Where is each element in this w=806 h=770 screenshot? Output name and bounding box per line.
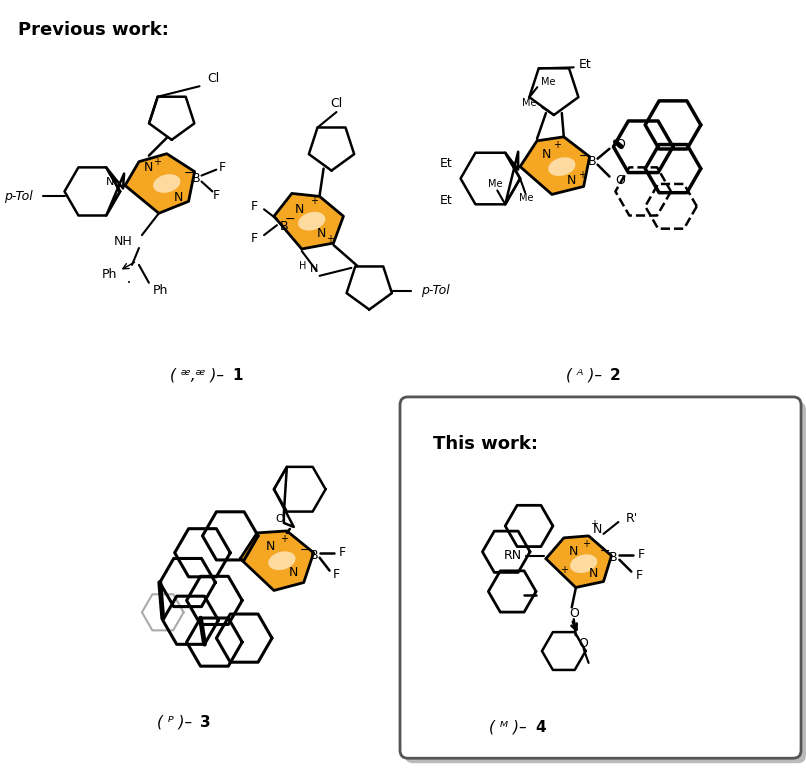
Text: F: F xyxy=(251,232,258,245)
Text: −: − xyxy=(183,167,193,180)
Text: N: N xyxy=(569,545,579,558)
Text: F: F xyxy=(635,569,642,582)
Polygon shape xyxy=(460,152,520,204)
Text: B: B xyxy=(280,219,289,233)
Text: This work:: This work: xyxy=(433,434,538,453)
Text: Cl: Cl xyxy=(207,72,220,85)
Text: ( ᴹ )–: ( ᴹ )– xyxy=(489,720,527,735)
Ellipse shape xyxy=(570,554,597,573)
Text: +: + xyxy=(326,234,334,244)
Text: +: + xyxy=(310,196,318,206)
Polygon shape xyxy=(546,536,612,588)
Text: 1: 1 xyxy=(232,367,243,383)
Text: −: − xyxy=(285,213,295,226)
Text: Ph: Ph xyxy=(153,284,168,297)
Polygon shape xyxy=(64,167,120,216)
Text: +: + xyxy=(589,519,597,529)
Text: F: F xyxy=(339,546,346,559)
Text: +: + xyxy=(582,539,590,549)
Text: F: F xyxy=(218,161,226,174)
Text: F: F xyxy=(638,548,646,561)
Text: N: N xyxy=(567,174,576,187)
Text: O: O xyxy=(616,174,625,187)
Ellipse shape xyxy=(548,157,575,176)
Ellipse shape xyxy=(268,551,296,570)
Text: B: B xyxy=(192,172,201,185)
Text: Previous work:: Previous work: xyxy=(18,21,168,38)
Polygon shape xyxy=(274,193,343,249)
Ellipse shape xyxy=(298,212,326,230)
Text: −: − xyxy=(300,544,310,557)
Text: O: O xyxy=(275,514,284,524)
Text: Me: Me xyxy=(519,193,534,203)
Text: p-Tol: p-Tol xyxy=(421,284,450,297)
Text: N: N xyxy=(289,566,298,579)
Text: N: N xyxy=(589,567,598,580)
Text: +: + xyxy=(153,156,161,166)
Text: NH: NH xyxy=(114,235,132,248)
Text: N: N xyxy=(106,176,114,186)
Text: −: − xyxy=(599,545,610,558)
Ellipse shape xyxy=(153,174,181,192)
Text: F: F xyxy=(333,568,339,581)
Text: +: + xyxy=(560,564,567,574)
Polygon shape xyxy=(240,531,314,591)
Text: −: − xyxy=(579,150,589,163)
Text: Me: Me xyxy=(488,179,503,189)
Text: R': R' xyxy=(625,511,638,524)
Text: Et: Et xyxy=(440,157,453,170)
Text: ( ᴾ )–: ( ᴾ )– xyxy=(157,715,193,730)
FancyBboxPatch shape xyxy=(400,397,801,758)
Text: O: O xyxy=(579,637,588,650)
Text: Et: Et xyxy=(440,194,453,207)
Text: B: B xyxy=(588,156,596,168)
Text: +: + xyxy=(280,534,288,544)
Text: 3: 3 xyxy=(201,715,211,730)
Text: Me: Me xyxy=(542,77,556,87)
Text: N: N xyxy=(310,264,318,274)
Text: B: B xyxy=(609,551,617,564)
Text: N: N xyxy=(295,203,305,216)
Text: F: F xyxy=(213,189,220,202)
Text: +: + xyxy=(578,169,586,179)
Text: N: N xyxy=(317,226,326,239)
Text: H: H xyxy=(299,261,307,271)
Text: F: F xyxy=(251,200,258,213)
Polygon shape xyxy=(125,154,194,213)
Text: Me: Me xyxy=(521,98,536,108)
Text: p-Tol: p-Tol xyxy=(4,190,33,203)
Text: O: O xyxy=(569,607,579,620)
FancyBboxPatch shape xyxy=(405,402,806,763)
Text: Et: Et xyxy=(579,58,592,71)
Text: 4: 4 xyxy=(535,720,546,735)
Text: N: N xyxy=(174,191,183,204)
Text: ( ᴬ )–: ( ᴬ )– xyxy=(566,367,601,383)
Text: N: N xyxy=(265,541,275,554)
Text: B: B xyxy=(310,549,318,562)
Text: N: N xyxy=(593,524,602,537)
Text: N: N xyxy=(144,161,154,174)
Text: •: • xyxy=(127,280,131,286)
Polygon shape xyxy=(520,137,590,194)
Text: O: O xyxy=(616,139,625,151)
Text: +: + xyxy=(553,140,561,150)
Text: RN: RN xyxy=(504,549,522,562)
Text: Ph: Ph xyxy=(102,268,117,281)
Text: 2: 2 xyxy=(609,367,620,383)
Text: Cl: Cl xyxy=(330,96,343,109)
Text: N: N xyxy=(542,148,551,161)
Text: ( ᵆ,ᵆ )–: ( ᵆ,ᵆ )– xyxy=(170,367,224,383)
